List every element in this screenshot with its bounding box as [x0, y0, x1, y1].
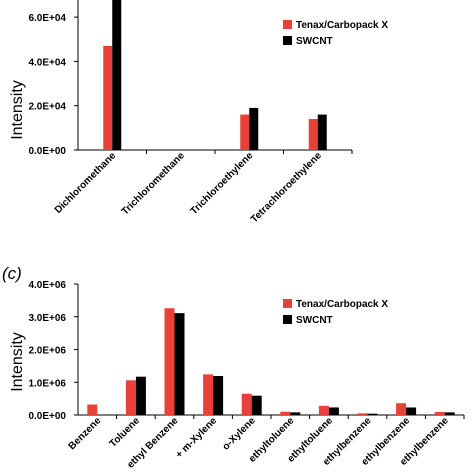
legend-label: Tenax/Carbopack X [296, 20, 388, 31]
chart-panel-2: (c) 0.0E+00 1.0E+06 2.0E+06 3.0E+06 4.0E+06 In… [2, 264, 465, 471]
legend: Tenax/Carbopack X SWCNT [283, 299, 388, 326]
bar-swcnt [317, 114, 327, 150]
bar-tenax [164, 308, 175, 415]
y-tick-label: 2.0E+04 [28, 102, 66, 113]
y-tick-label: 2.0E+06 [28, 346, 66, 357]
y-tick-label: 4.0E+04 [28, 57, 66, 68]
legend-label: SWCNT [296, 36, 333, 47]
bar-swcnt [135, 376, 146, 415]
y-tick-label: 1.0E+06 [28, 378, 66, 389]
category-label: Benzene [67, 415, 104, 452]
bar-swcnt [406, 407, 417, 415]
bar-swcnt [249, 107, 259, 150]
legend-label: SWCNT [296, 315, 333, 326]
y-tick-label: 4.0E+06 [28, 280, 66, 291]
chart-panel-1: 0.0E+00 2.0E+04 4.0E+04 6.0E+04 Intensity Dic… [9, 0, 388, 225]
bar-tenax [240, 114, 250, 150]
y-tick-label: 0.0E+00 [28, 146, 66, 157]
bar-tenax [434, 412, 445, 415]
category-label: Trichloroethylene [189, 150, 256, 217]
bar-tenax [241, 393, 252, 415]
y-axis-label: Intensity [9, 80, 26, 140]
bar-tenax [125, 380, 136, 415]
panel-label: (c) [2, 264, 22, 283]
legend-label: Tenax/Carbopack X [296, 299, 388, 310]
bar-swcnt [328, 407, 339, 415]
bar-tenax [203, 374, 214, 415]
category-label: Trichloromethane [120, 150, 187, 217]
legend: Tenax/Carbopack X SWCNT [283, 20, 388, 47]
legend-swatch-swcnt [283, 36, 292, 45]
bar-swcnt [213, 376, 224, 415]
legend-swatch-swcnt [283, 315, 292, 324]
y-tick-label: 0.0E+00 [28, 411, 66, 422]
category-label: Dichloromethane [53, 150, 119, 216]
bar-tenax [280, 411, 291, 415]
bar-tenax [308, 119, 318, 150]
category-label: Tetrachloroethylene [249, 150, 324, 225]
bar-tenax [87, 404, 98, 415]
category-label: + m-Xylene [174, 415, 220, 461]
category-label: Toluene [108, 415, 143, 450]
bar-tenax [103, 45, 113, 150]
bar-swcnt [112, 0, 122, 150]
bar-swcnt [367, 413, 378, 415]
legend-swatch-tenax [283, 299, 292, 308]
bar-swcnt [251, 395, 262, 415]
bar-tenax [396, 403, 407, 415]
bar-swcnt [290, 412, 301, 415]
category-label: o-Xylene [221, 415, 259, 453]
bar-swcnt [444, 412, 455, 415]
y-axis-label: Intensity [9, 332, 26, 392]
y-tick-label: 6.0E+04 [28, 13, 66, 24]
bar-tenax [357, 413, 368, 415]
y-tick-label: 3.0E+06 [28, 313, 66, 324]
bar-tenax [318, 405, 329, 415]
bar-swcnt [174, 313, 185, 415]
legend-swatch-tenax [283, 20, 292, 29]
